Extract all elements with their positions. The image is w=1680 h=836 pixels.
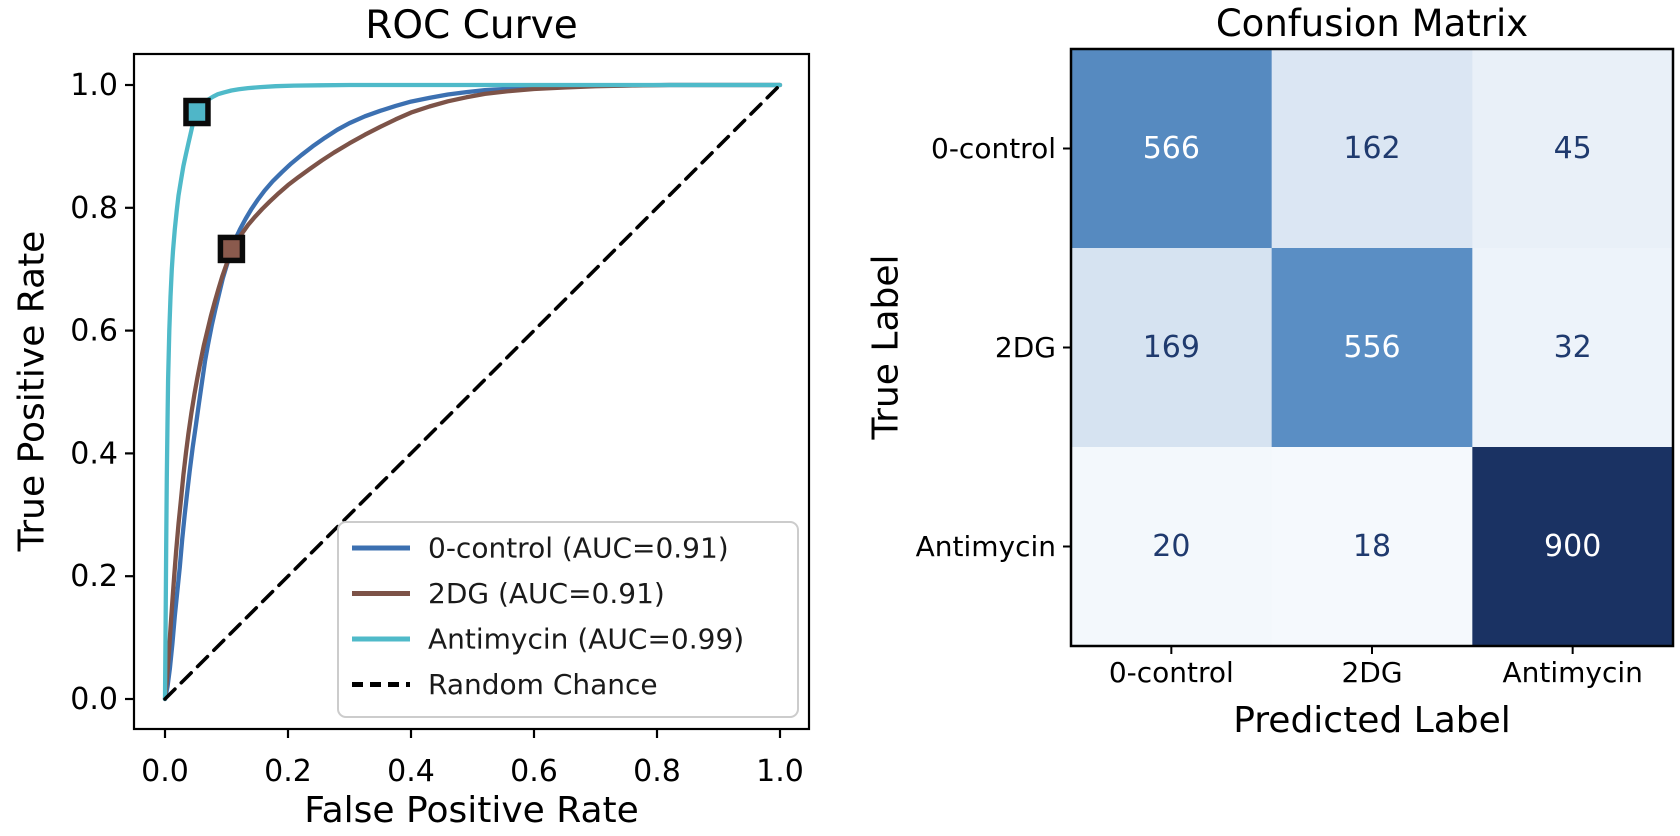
roc-operating-point-marker-2dg (217, 234, 246, 264)
cm-cell-value: 566 (1143, 131, 1200, 166)
roc-y-tick-label: 0.0 (70, 682, 118, 717)
legend-item-label: Antimycin (AUC=0.99) (428, 623, 744, 656)
cm-cell-value: 45 (1554, 131, 1592, 166)
cm-cell-value: 169 (1143, 330, 1200, 365)
cm-col-label: 0-control (1109, 656, 1234, 689)
cm-cell (1271, 49, 1473, 249)
roc-curve-0-control (162, 82, 783, 702)
roc-x-tick-label: 0.4 (387, 754, 435, 789)
cm-cell-value: 900 (1544, 529, 1601, 564)
roc-x-tick-label: 0.6 (510, 754, 558, 789)
cm-cell (1071, 49, 1273, 249)
legend-item-label: 2DG (AUC=0.91) (428, 577, 665, 610)
cm-row-label: Antimycin (916, 530, 1056, 563)
roc-y-tick-label: 0.2 (70, 559, 118, 594)
confusion-matrix-title: Confusion Matrix (1215, 2, 1529, 45)
cm-cell (1472, 248, 1674, 448)
roc-x-tick-label: 0.2 (264, 754, 312, 789)
roc-y-axis-label: True Positive Rate (11, 230, 53, 552)
roc-y-tick-label: 1.0 (70, 68, 118, 103)
roc-title: ROC Curve (365, 3, 578, 48)
roc-y-tick-label: 0.4 (70, 436, 118, 471)
cm-cell-value: 162 (1343, 131, 1400, 166)
cm-cell (1271, 447, 1473, 647)
roc-operating-point-marker-antimycin (183, 97, 211, 127)
roc-curve-random (163, 83, 782, 701)
legend-item-label: 0-control (AUC=0.91) (428, 532, 729, 565)
confusion-matrix-y-axis-label: True Label (865, 254, 907, 440)
cm-cell (1071, 447, 1273, 647)
roc-y-tick-label: 0.8 (70, 191, 118, 226)
roc-legend-box (337, 521, 799, 718)
roc-x-tick-label: 0.8 (633, 754, 681, 789)
roc-curve-antimycin (162, 82, 783, 702)
roc-axes-box (132, 52, 811, 731)
cm-col-label: Antimycin (1502, 656, 1642, 689)
cm-cell-value: 32 (1554, 330, 1592, 365)
roc-x-axis-label: False Positive Rate (304, 790, 639, 831)
confusion-matrix-x-axis-label: Predicted Label (1233, 700, 1511, 741)
cm-row-label: 0-control (931, 132, 1056, 165)
cm-cell (1472, 49, 1674, 249)
roc-y-tick-label: 0.6 (70, 314, 118, 349)
cm-cell-value: 18 (1353, 529, 1391, 564)
cm-cell-value: 20 (1152, 529, 1190, 564)
cm-cell (1472, 447, 1674, 647)
cm-cell-value: 556 (1343, 330, 1400, 365)
cm-col-label: 2DG (1341, 656, 1402, 689)
roc-x-tick-label: 0.0 (141, 754, 189, 789)
legend-item-label: Random Chance (428, 668, 658, 701)
cm-cell (1071, 248, 1273, 448)
roc-x-tick-label: 1.0 (756, 754, 804, 789)
roc-curve-2dg (162, 82, 783, 702)
cm-cell (1271, 248, 1473, 448)
cm-row-label: 2DG (995, 331, 1056, 364)
